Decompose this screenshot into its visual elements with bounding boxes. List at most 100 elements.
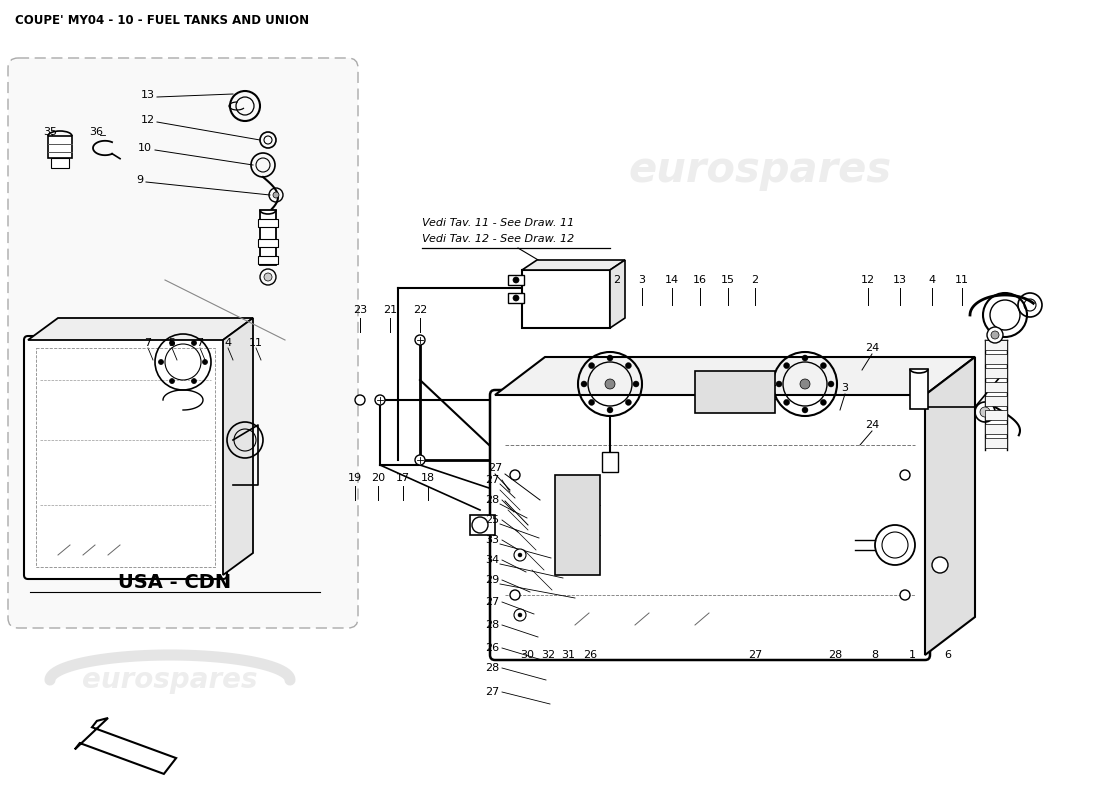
Circle shape — [514, 549, 526, 561]
Text: eurospares: eurospares — [82, 666, 257, 694]
Bar — [984, 438, 1006, 448]
Polygon shape — [495, 357, 975, 395]
Circle shape — [514, 609, 526, 621]
Text: 27: 27 — [488, 463, 502, 473]
Text: 30: 30 — [520, 650, 534, 660]
Circle shape — [191, 341, 197, 346]
Circle shape — [264, 273, 272, 281]
Text: 13: 13 — [893, 275, 907, 285]
Text: 28: 28 — [828, 650, 843, 660]
Circle shape — [169, 378, 175, 383]
Text: eurospares: eurospares — [628, 499, 892, 541]
Polygon shape — [610, 260, 625, 328]
Circle shape — [626, 399, 631, 406]
Text: 22: 22 — [412, 305, 427, 315]
Text: 32: 32 — [541, 650, 556, 660]
Bar — [522, 270, 611, 328]
Text: 5: 5 — [168, 338, 176, 348]
Circle shape — [518, 553, 522, 557]
Polygon shape — [925, 357, 975, 655]
Text: Vedi Tav. 12 - See Draw. 12: Vedi Tav. 12 - See Draw. 12 — [422, 234, 574, 244]
Circle shape — [191, 378, 197, 383]
Text: 27: 27 — [485, 475, 499, 485]
Circle shape — [987, 327, 1003, 343]
Text: USA - CDN: USA - CDN — [119, 573, 232, 591]
Bar — [260, 210, 276, 265]
Circle shape — [510, 470, 520, 480]
Circle shape — [518, 613, 522, 617]
Text: 36: 36 — [89, 127, 103, 137]
Text: 14: 14 — [664, 275, 679, 285]
Circle shape — [991, 331, 999, 339]
Bar — [984, 396, 1006, 406]
Text: Vedi Tav. 11 - See Draw. 11: Vedi Tav. 11 - See Draw. 11 — [422, 218, 574, 228]
Bar — [984, 368, 1006, 378]
Circle shape — [588, 399, 595, 406]
Text: 12: 12 — [861, 275, 876, 285]
Text: 34: 34 — [485, 555, 499, 565]
FancyBboxPatch shape — [8, 58, 358, 628]
Bar — [48, 136, 72, 158]
Circle shape — [607, 407, 613, 413]
Text: 1: 1 — [909, 650, 915, 660]
Text: 6: 6 — [945, 650, 952, 660]
Text: 10: 10 — [138, 143, 152, 153]
Text: 27: 27 — [485, 687, 499, 697]
Bar — [695, 371, 776, 413]
Text: 2: 2 — [614, 275, 620, 285]
Circle shape — [273, 192, 279, 198]
Bar — [910, 369, 928, 409]
Circle shape — [802, 355, 808, 361]
Text: 28: 28 — [485, 663, 499, 673]
Text: 9: 9 — [136, 175, 144, 185]
Text: 28: 28 — [485, 620, 499, 630]
Circle shape — [169, 341, 175, 346]
Circle shape — [513, 295, 519, 301]
Text: 24: 24 — [865, 420, 879, 430]
Text: 17: 17 — [396, 473, 410, 483]
Circle shape — [375, 395, 385, 405]
Text: 21: 21 — [383, 305, 397, 315]
Bar — [984, 340, 1006, 350]
Text: eurospares: eurospares — [628, 149, 892, 191]
Text: 3: 3 — [638, 275, 646, 285]
Bar — [258, 219, 278, 227]
Circle shape — [202, 359, 208, 365]
Circle shape — [828, 381, 834, 387]
Text: 4: 4 — [928, 275, 936, 285]
Polygon shape — [223, 318, 253, 575]
Circle shape — [900, 590, 910, 600]
Circle shape — [415, 455, 425, 465]
Polygon shape — [28, 318, 253, 340]
Text: 13: 13 — [141, 90, 155, 100]
Circle shape — [626, 362, 631, 369]
Bar — [984, 410, 1006, 420]
Text: 31: 31 — [561, 650, 575, 660]
Circle shape — [415, 335, 425, 345]
Text: 16: 16 — [693, 275, 707, 285]
Text: 18: 18 — [421, 473, 436, 483]
Circle shape — [510, 590, 520, 600]
Text: 20: 20 — [371, 473, 385, 483]
Bar — [258, 239, 278, 247]
Bar — [258, 256, 278, 264]
Text: 27: 27 — [748, 650, 762, 660]
Text: 29: 29 — [485, 575, 499, 585]
FancyBboxPatch shape — [24, 336, 227, 579]
Bar — [984, 382, 1006, 392]
Polygon shape — [522, 260, 625, 270]
Circle shape — [932, 557, 948, 573]
Text: 27: 27 — [485, 597, 499, 607]
Text: 4: 4 — [224, 338, 232, 348]
Circle shape — [783, 399, 790, 406]
Circle shape — [821, 362, 826, 369]
Bar — [556, 475, 600, 575]
Text: 35: 35 — [43, 127, 57, 137]
Text: 19: 19 — [348, 473, 362, 483]
Circle shape — [783, 362, 790, 369]
Text: COUPE' MY04 - 10 - FUEL TANKS AND UNION: COUPE' MY04 - 10 - FUEL TANKS AND UNION — [15, 14, 309, 27]
Text: 3: 3 — [842, 383, 848, 393]
Text: 8: 8 — [871, 650, 879, 660]
Circle shape — [588, 362, 595, 369]
Circle shape — [158, 359, 164, 365]
